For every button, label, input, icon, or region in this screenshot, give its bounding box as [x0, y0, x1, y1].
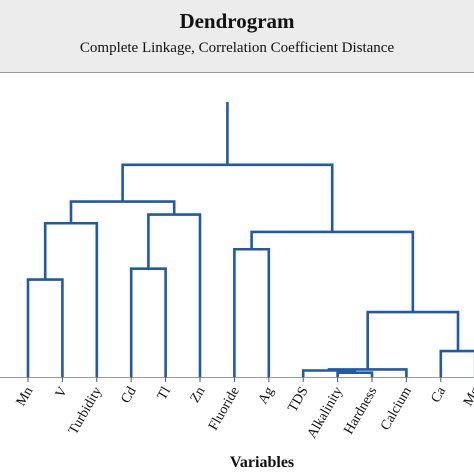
- x-tick-label: Cd: [119, 385, 140, 407]
- dendrogram-link: [121, 163, 334, 232]
- dendrogram-link: [366, 310, 460, 370]
- chart-header: Dendrogram Complete Linkage, Correlation…: [0, 0, 474, 73]
- dendrogram-link: [26, 278, 64, 377]
- x-tick-label: V: [53, 385, 71, 401]
- x-tick-label: TDS: [285, 385, 311, 415]
- x-tick-label: Hardness: [341, 385, 380, 438]
- x-tick-label: Mg: [461, 385, 474, 409]
- dendrogram-link: [250, 230, 415, 313]
- dendrogram-link: [336, 371, 374, 377]
- dendrogram-link: [439, 349, 474, 377]
- x-tick-label: Turbidity: [66, 385, 105, 438]
- x-tick-label: Mn: [14, 385, 37, 409]
- x-tick-label: Tl: [155, 384, 174, 402]
- dendrogram-link: [69, 200, 176, 224]
- x-tick-label: Fluoride: [206, 385, 243, 434]
- chart-title: Dendrogram: [179, 9, 295, 33]
- dendrogram-link: [147, 213, 202, 377]
- x-tick-label: Ag: [256, 385, 278, 407]
- x-tick-label: Calcium: [378, 384, 415, 433]
- chart-subtitle: Complete Linkage, Correlation Coefficien…: [79, 40, 395, 56]
- dendrogram-link: [233, 247, 271, 377]
- dendrogram-link: [43, 221, 99, 377]
- x-tick-label: Ca: [428, 384, 449, 406]
- x-axis-label: Variables: [230, 454, 294, 471]
- x-tick-label: Zn: [188, 385, 209, 406]
- dendrogram-link: [129, 267, 167, 377]
